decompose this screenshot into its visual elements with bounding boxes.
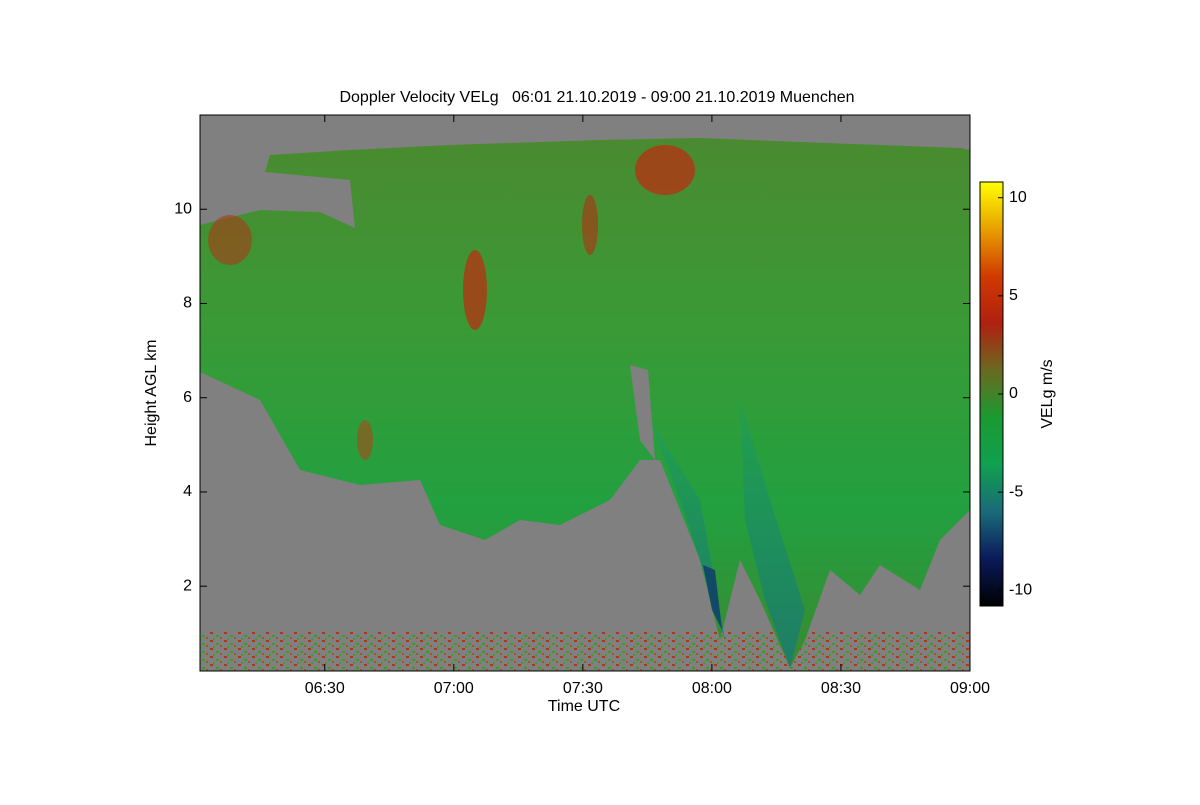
x-tick-label: 06:30 — [305, 680, 345, 697]
x-tick-label: 08:00 — [692, 680, 732, 697]
x-tick-label: 07:00 — [434, 680, 474, 697]
colorbar-label: VELg m/s — [1039, 359, 1056, 428]
colorbar-tick-label: 0 — [1009, 385, 1018, 402]
x-tick-label: 07:30 — [563, 680, 603, 697]
colorbar-tick-label: 10 — [1009, 189, 1027, 206]
colorbar: -10 -5 0 5 10 — [979, 181, 1032, 607]
red-streak — [635, 145, 695, 195]
x-tick-label: 08:30 — [821, 680, 861, 697]
colorbar-tick-label: 5 — [1009, 287, 1018, 304]
x-axis-label: Time UTC — [548, 698, 620, 715]
field — [200, 115, 970, 671]
red-streak — [463, 250, 487, 330]
y-tick-label: 6 — [183, 389, 192, 406]
y-tick-label: 10 — [174, 200, 192, 217]
plot-frame — [199, 114, 971, 672]
fall-streak — [703, 565, 722, 630]
red-streak — [208, 215, 252, 265]
fall-streak — [740, 400, 805, 668]
gap — [630, 365, 655, 460]
x-tick-label: 09:00 — [950, 680, 990, 697]
red-streak — [357, 420, 373, 460]
chart-title: Doppler Velocity VELg 06:01 21.10.2019 -… — [339, 89, 854, 106]
y-tick-label: 8 — [183, 295, 192, 312]
red-streak — [582, 195, 598, 255]
y-tick-label: 2 — [183, 577, 192, 594]
colorbar-tick-label: -5 — [1009, 483, 1023, 500]
y-axis-label: Height AGL km — [143, 339, 160, 446]
ground-clutter — [200, 632, 970, 671]
y-tick-label: 4 — [183, 483, 192, 500]
colorbar-tick-label: -10 — [1009, 582, 1032, 599]
